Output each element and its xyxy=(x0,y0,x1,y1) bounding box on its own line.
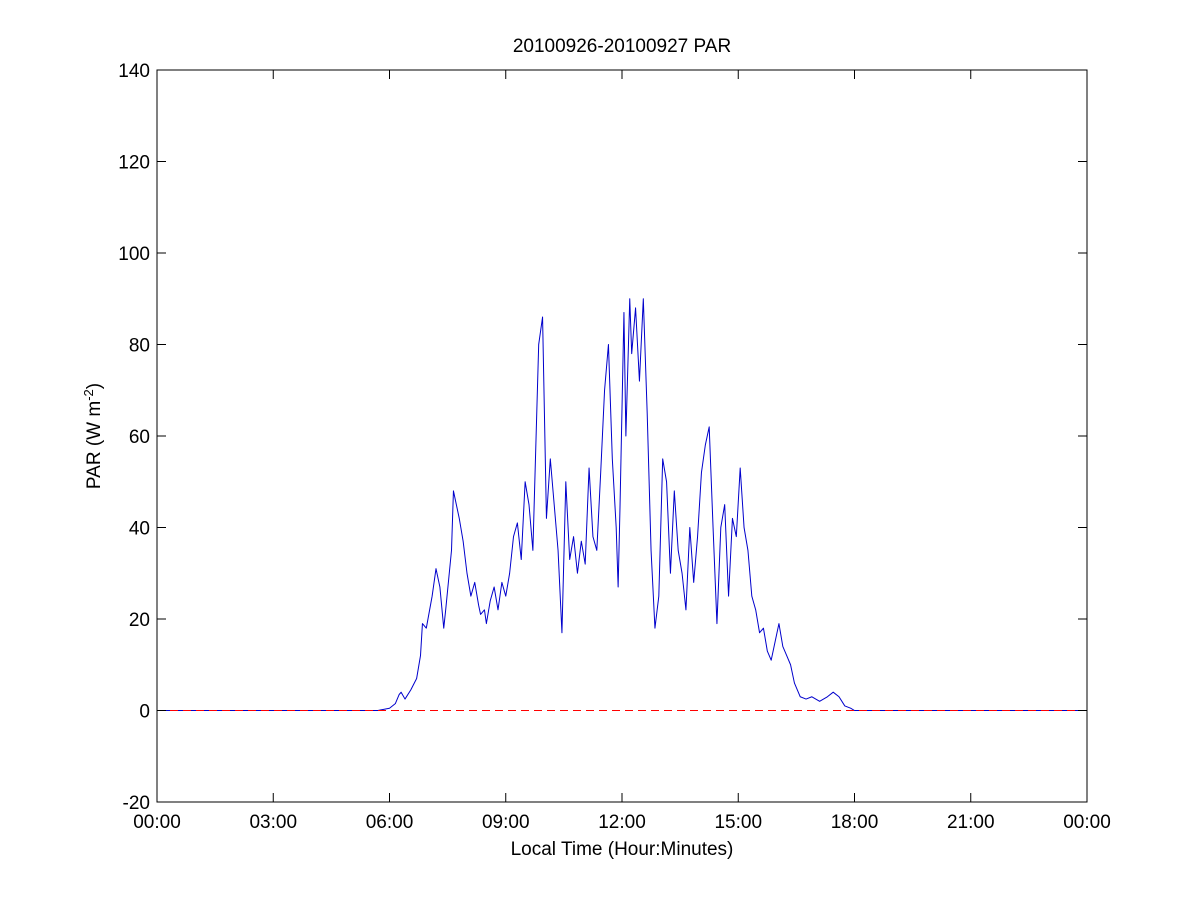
x-tick-label: 21:00 xyxy=(947,812,995,833)
x-tick-label: 18:00 xyxy=(831,812,879,833)
y-tick-label: 60 xyxy=(129,427,150,448)
y-axis-title: PAR (W m-2) xyxy=(81,383,106,489)
x-tick-label: 12:00 xyxy=(598,812,646,833)
x-axis-title: Local Time (Hour:Minutes) xyxy=(511,839,734,860)
y-tick-label: 0 xyxy=(139,702,150,723)
series-line-par xyxy=(157,298,1087,711)
y-tick-label: 20 xyxy=(129,610,150,631)
y-tick-label: 40 xyxy=(129,519,150,540)
y-axis-title-superscript: -2 xyxy=(81,389,96,401)
y-axis-title-suffix: ) xyxy=(84,383,105,389)
chart-title: 20100926-20100927 PAR xyxy=(513,36,731,57)
y-axis: -20 0 20 40 60 80 100 120 140 xyxy=(118,61,1087,814)
plot-area xyxy=(157,298,1087,711)
y-tick-label: 80 xyxy=(129,336,150,357)
x-tick-label: 00:00 xyxy=(133,812,181,833)
y-tick-label: 120 xyxy=(118,153,150,174)
y-axis-title-text: PAR (W m xyxy=(84,401,105,489)
x-tick-label: 00:00 xyxy=(1063,812,1111,833)
x-tick-label: 09:00 xyxy=(482,812,530,833)
y-tick-label: 140 xyxy=(118,61,150,82)
y-tick-label: 100 xyxy=(118,244,150,265)
x-axis: 00:00 03:00 06:00 09:00 12:00 15:00 18:00 21:00… xyxy=(133,70,1111,833)
x-tick-label: 03:00 xyxy=(249,812,297,833)
x-tick-label: 06:00 xyxy=(366,812,414,833)
x-tick-label: 15:00 xyxy=(714,812,762,833)
y-tick-label: -20 xyxy=(123,793,150,814)
